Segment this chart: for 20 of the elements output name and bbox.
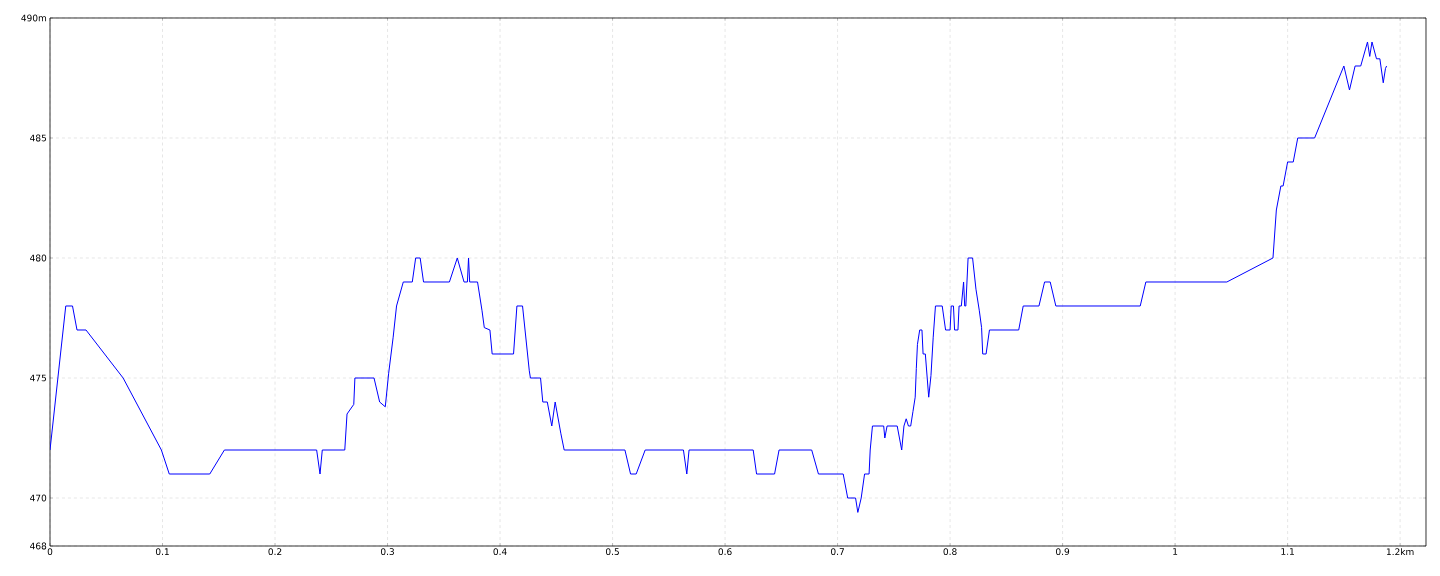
y-tick-label: 485 [30,134,47,142]
x-tick-label: 0.6 [718,548,732,555]
x-tick-label: 0.9 [1056,548,1070,555]
line-series [50,41,1388,513]
x-tick-label: 0.8 [943,548,957,555]
x-tick-label: 0.2 [268,548,282,555]
y-tick-label: 468 [30,542,47,550]
x-tick-label: 0.3 [380,548,394,555]
x-tick-label: 1 [1173,548,1178,555]
x-tick-label: 0.1 [155,548,169,555]
y-tick-label: 470 [30,494,47,502]
y-tick-label: 475 [30,374,47,382]
x-tick-label: 0.7 [831,548,844,555]
x-tick-label: 1.1 [1281,548,1294,555]
y-tick-label: 480 [30,254,47,262]
x-tick-label: 0.4 [493,548,507,555]
x-tick-label: 0 [47,548,53,555]
y-tick-label: 490m [21,14,47,22]
x-tick-label: 0.5 [605,548,619,555]
x-tick-label: 1.2km [1386,548,1414,556]
